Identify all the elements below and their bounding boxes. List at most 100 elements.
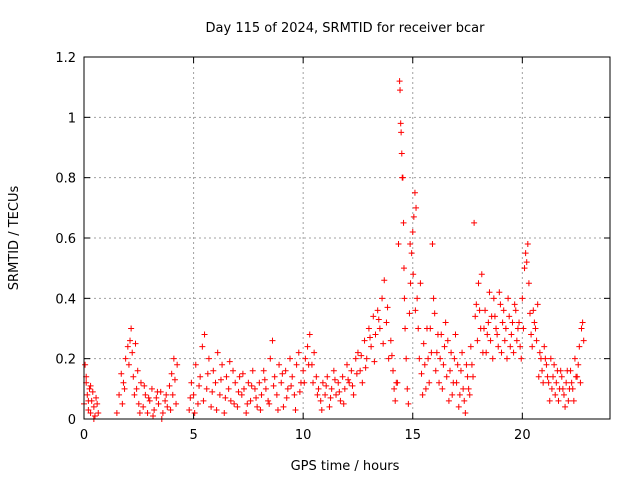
- data-point: [577, 379, 584, 386]
- data-point: [170, 355, 177, 362]
- data-point: [273, 391, 280, 398]
- data-point: [153, 394, 160, 401]
- data-point: [400, 265, 407, 272]
- data-point: [171, 376, 178, 383]
- data-point: [313, 373, 320, 380]
- data-point: [425, 355, 432, 362]
- data-point: [166, 382, 173, 389]
- data-point: [398, 129, 405, 136]
- data-point: [571, 355, 578, 362]
- data-point: [536, 349, 543, 356]
- data-point: [432, 367, 439, 374]
- data-point: [580, 337, 587, 344]
- data-point: [546, 397, 553, 404]
- data-point: [423, 325, 430, 332]
- data-point: [485, 319, 492, 326]
- data-point: [348, 367, 355, 374]
- y-tick-label: 0.4: [55, 292, 76, 307]
- data-point: [466, 391, 473, 398]
- data-point: [197, 373, 204, 380]
- data-point: [188, 379, 195, 386]
- data-point: [162, 397, 169, 404]
- data-point: [150, 412, 157, 419]
- data-point: [151, 406, 158, 413]
- data-point: [444, 337, 451, 344]
- data-point: [129, 349, 136, 356]
- data-point: [127, 337, 134, 344]
- data-point: [542, 355, 549, 362]
- data-point: [412, 307, 419, 314]
- data-point: [293, 361, 300, 368]
- data-point: [270, 382, 277, 389]
- data-point: [563, 379, 570, 386]
- data-point: [490, 295, 497, 302]
- x-tick-label: 0: [80, 428, 88, 443]
- data-point: [145, 394, 152, 401]
- data-point: [397, 87, 404, 94]
- data-point: [516, 319, 523, 326]
- data-point: [82, 361, 89, 368]
- data-point: [396, 78, 403, 85]
- data-point: [392, 397, 399, 404]
- data-point: [230, 367, 237, 374]
- data-point: [512, 307, 519, 314]
- data-point: [256, 379, 263, 386]
- data-point: [407, 280, 414, 287]
- data-point: [173, 400, 180, 407]
- data-point: [251, 385, 258, 392]
- data-point: [324, 373, 331, 380]
- data-point: [327, 394, 334, 401]
- data-point: [543, 361, 550, 368]
- data-point: [335, 379, 342, 386]
- data-point: [407, 241, 414, 248]
- data-point: [367, 334, 374, 341]
- data-point: [249, 367, 256, 374]
- data-point: [267, 355, 274, 362]
- data-point: [359, 379, 366, 386]
- data-point: [550, 373, 557, 380]
- data-point: [410, 213, 417, 220]
- data-point: [288, 382, 295, 389]
- data-point: [130, 373, 137, 380]
- data-point: [403, 355, 410, 362]
- data-point: [243, 409, 250, 416]
- data-point: [399, 174, 406, 181]
- data-point: [459, 349, 466, 356]
- y-tick-label: 1: [68, 111, 76, 126]
- axis-ticks: 0 0.2 0.4 0.6 0.8 1 1.2 0 5 10 15 20: [55, 51, 610, 443]
- x-tick-label: 10: [295, 428, 312, 443]
- data-point: [247, 397, 254, 404]
- data-point: [223, 373, 230, 380]
- data-point: [226, 358, 233, 365]
- data-point: [483, 349, 490, 356]
- data-point: [503, 355, 510, 362]
- data-point: [439, 385, 446, 392]
- data-point: [551, 361, 558, 368]
- data-point: [292, 406, 299, 413]
- data-point: [523, 259, 530, 266]
- data-point: [474, 337, 481, 344]
- data-point: [280, 403, 287, 410]
- data-point: [406, 310, 413, 317]
- data-point: [300, 367, 307, 374]
- data-point: [350, 391, 357, 398]
- data-point: [205, 355, 212, 362]
- data-point: [575, 361, 582, 368]
- data-point: [521, 265, 528, 272]
- data-point: [140, 403, 147, 410]
- data-point: [190, 391, 197, 398]
- data-point: [282, 367, 289, 374]
- plot-frame: [83, 56, 611, 420]
- data-point: [376, 325, 383, 332]
- data-point: [433, 349, 440, 356]
- data-point: [545, 379, 552, 386]
- data-point: [370, 313, 377, 320]
- data-point: [528, 331, 535, 338]
- data-point: [87, 409, 94, 416]
- data-point: [375, 316, 382, 323]
- data-point: [559, 385, 566, 392]
- data-point: [295, 349, 302, 356]
- data-point: [519, 295, 526, 302]
- data-point: [168, 370, 175, 377]
- data-point: [305, 361, 312, 368]
